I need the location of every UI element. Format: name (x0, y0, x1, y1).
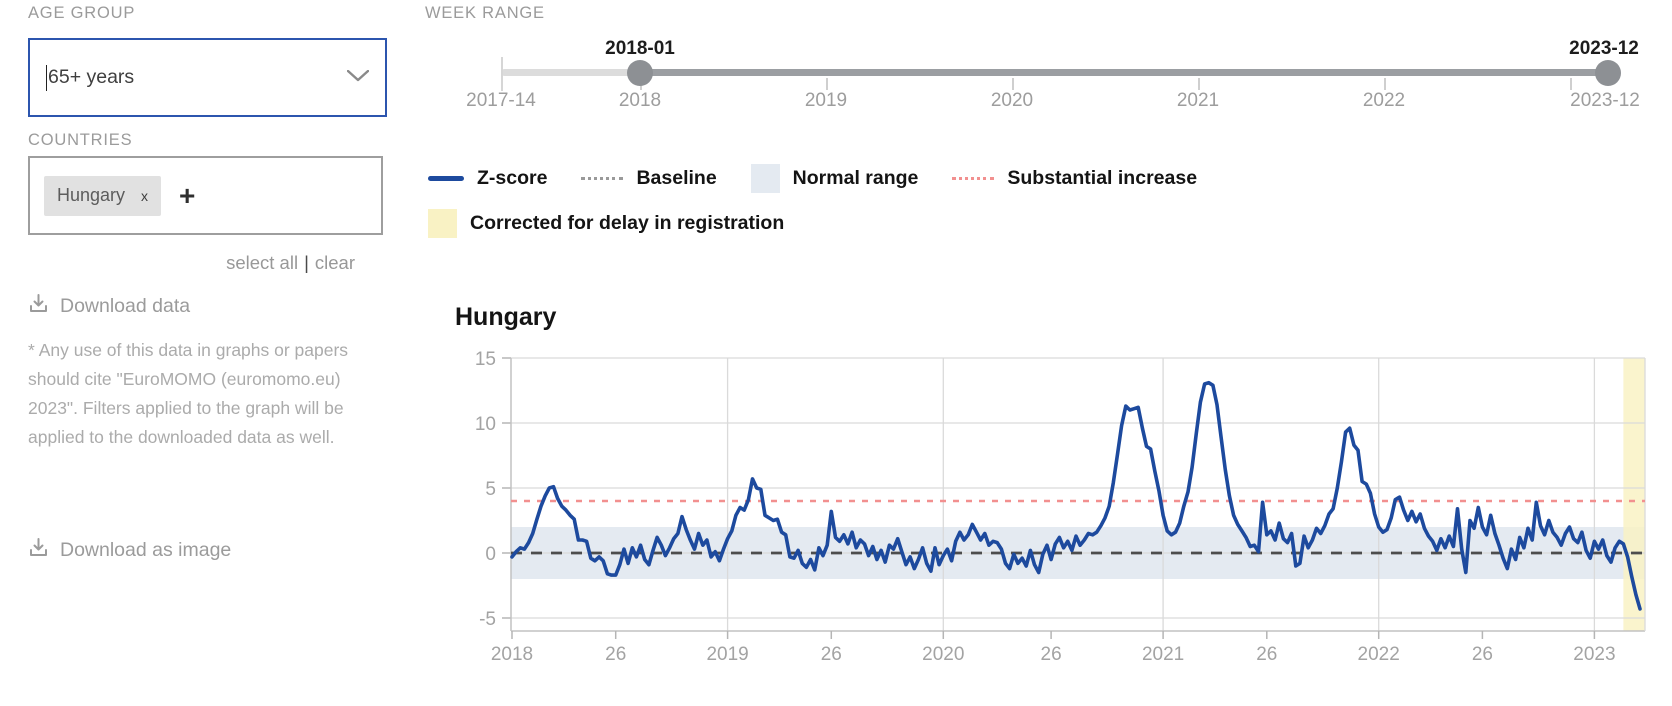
age-group-label: AGE GROUP (28, 4, 136, 22)
age-group-value: 65+ years (48, 66, 135, 88)
slider-tick-label: 2022 (1362, 90, 1406, 111)
chart-title: Hungary (455, 303, 557, 331)
legend-label: Z-score (477, 167, 548, 189)
slider-tick-label: 2017-14 (466, 90, 536, 111)
legend-item-normal-range: Normal range (750, 164, 919, 193)
svg-text:2021: 2021 (1142, 644, 1184, 665)
slider-start-value: 2018-01 (605, 38, 675, 59)
text-cursor (46, 64, 47, 91)
svg-text:2023: 2023 (1573, 644, 1615, 665)
svg-text:2020: 2020 (922, 644, 964, 665)
slider-tick-label: 2019 (804, 90, 848, 111)
week-range-end-handle[interactable] (1595, 60, 1621, 86)
download-icon (28, 537, 49, 564)
legend-label: Corrected for delay in registration (470, 212, 785, 234)
substantial-increase-dotted-swatch (952, 177, 995, 180)
slider-tick (501, 57, 503, 91)
zscore-line-swatch (428, 176, 464, 181)
svg-text:2022: 2022 (1358, 644, 1400, 665)
legend-label: Substantial increase (1007, 167, 1198, 189)
legend-item-substantial-increase: Substantial increase (952, 167, 1197, 190)
country-actions: select all | clear (28, 252, 355, 274)
week-range-selected-segment[interactable] (640, 69, 1608, 76)
download-icon (28, 293, 49, 320)
slider-tick (1198, 78, 1200, 90)
countries-multiselect[interactable]: Hungary x + (28, 156, 383, 235)
slider-tick-label: 2018 (618, 90, 662, 111)
remove-country-icon[interactable]: x (141, 187, 149, 204)
countries-label: COUNTRIES (28, 131, 133, 149)
legend-item-baseline: Baseline (581, 167, 717, 190)
country-chip-label: Hungary (57, 185, 126, 205)
slider-tick (1570, 78, 1572, 90)
svg-text:10: 10 (475, 414, 496, 435)
clear-link[interactable]: clear (314, 252, 355, 273)
legend-item-corrected: Corrected for delay in registration (428, 209, 1218, 238)
svg-text:2019: 2019 (706, 644, 748, 665)
week-range-start-handle[interactable] (627, 60, 653, 86)
download-data-link[interactable]: Download data (28, 293, 190, 320)
legend-item-zscore: Z-score (428, 167, 547, 190)
download-image-label: Download as image (60, 539, 232, 561)
normal-range-swatch (750, 164, 780, 193)
svg-text:26: 26 (605, 644, 626, 665)
age-group-select[interactable]: 65+ years (28, 38, 387, 117)
svg-text:5: 5 (485, 479, 496, 500)
citation-note: * Any use of this data in graphs or pape… (28, 340, 349, 447)
svg-text:2018: 2018 (491, 644, 533, 665)
svg-text:26: 26 (1472, 644, 1493, 665)
country-chip-hungary[interactable]: Hungary x (44, 175, 162, 216)
add-country-button[interactable]: + (179, 179, 196, 211)
links-separator: | (304, 252, 309, 273)
slider-tick (826, 78, 828, 90)
week-range-label: WEEK RANGE (425, 4, 545, 22)
slider-tick-label: 2021 (1176, 90, 1220, 111)
slider-end-value: 2023-12 (1569, 38, 1639, 59)
select-all-link[interactable]: select all (226, 252, 299, 273)
slider-tick-label: 2023-12 (1570, 90, 1640, 111)
svg-text:-5: -5 (479, 609, 496, 630)
legend-label: Normal range (792, 167, 919, 189)
slider-tick (1012, 78, 1014, 90)
svg-text:26: 26 (1041, 644, 1062, 665)
corrected-delay-swatch (428, 209, 457, 238)
slider-tick-label: 2020 (990, 90, 1034, 111)
svg-text:26: 26 (821, 644, 842, 665)
download-image-link[interactable]: Download as image (28, 537, 231, 564)
svg-text:0: 0 (485, 544, 496, 565)
svg-text:26: 26 (1256, 644, 1277, 665)
chart-legend: Z-score Baseline Normal range Substantia… (428, 164, 1218, 238)
slider-tick (1384, 78, 1386, 90)
svg-text:15: 15 (475, 349, 496, 370)
legend-label: Baseline (636, 167, 717, 189)
baseline-dotted-swatch (581, 177, 624, 180)
download-data-label: Download data (60, 295, 191, 317)
chevron-down-icon (346, 69, 370, 87)
